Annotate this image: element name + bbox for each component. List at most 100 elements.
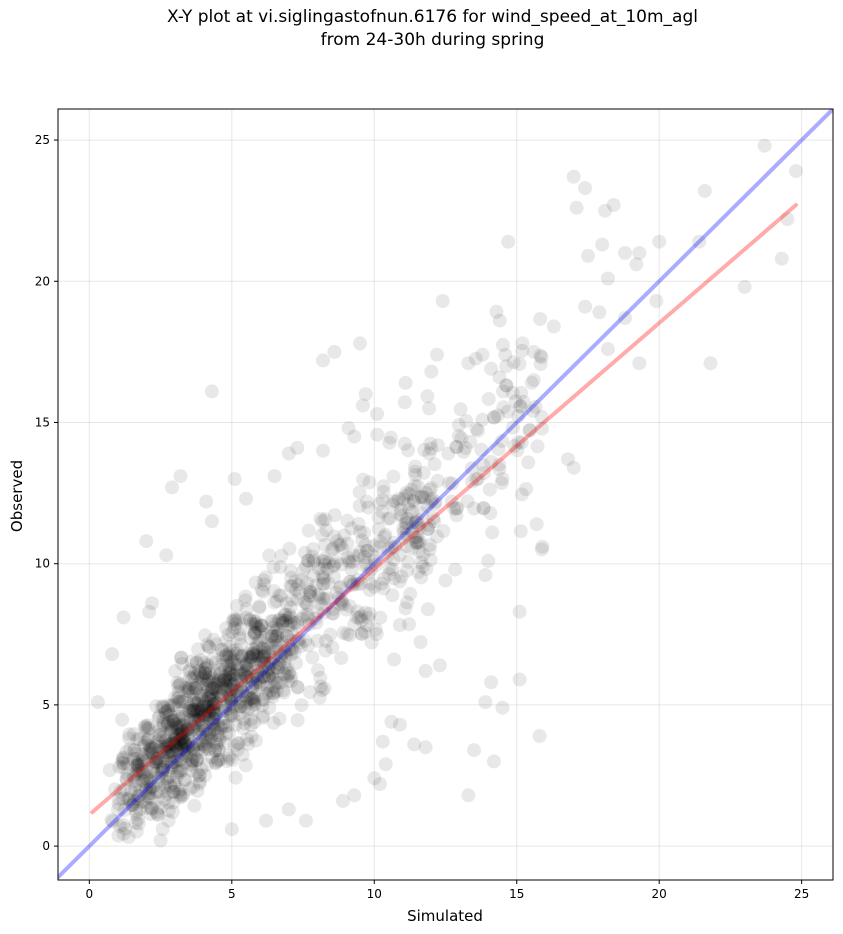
data-point: [402, 502, 417, 517]
data-point: [209, 637, 224, 652]
data-point: [449, 440, 464, 454]
data-point: [227, 472, 242, 486]
data-point: [124, 784, 139, 799]
data-point: [257, 647, 272, 662]
data-point: [110, 802, 125, 817]
data-point: [186, 753, 201, 768]
data-point: [235, 684, 250, 699]
data-point: [151, 808, 166, 823]
data-point: [414, 570, 429, 585]
data-point: [228, 646, 243, 661]
data-point: [210, 728, 225, 743]
data-point: [139, 534, 154, 549]
data-point: [179, 723, 194, 738]
data-point: [144, 740, 159, 755]
data-point: [301, 553, 316, 568]
data-point: [318, 538, 332, 553]
data-point: [150, 754, 165, 769]
data-point: [274, 648, 289, 663]
data-point: [283, 617, 298, 632]
data-point: [178, 739, 193, 754]
data-point: [163, 718, 178, 733]
data-point: [453, 402, 468, 417]
data-point: [187, 703, 201, 718]
data-point: [307, 553, 322, 568]
data-point: [228, 613, 242, 628]
data-point: [183, 713, 198, 728]
data-point: [122, 791, 137, 806]
data-point: [140, 732, 155, 747]
data-point: [189, 655, 204, 670]
data-point: [317, 551, 332, 566]
data-point: [319, 523, 334, 538]
data-point: [127, 782, 142, 797]
data-point: [217, 682, 232, 697]
data-point: [399, 527, 414, 542]
data-point: [184, 756, 199, 771]
y-tick-label: 20: [35, 274, 50, 288]
data-point: [232, 631, 247, 646]
data-point: [117, 803, 132, 817]
data-point: [396, 492, 411, 507]
data-point: [169, 720, 184, 735]
data-point: [160, 716, 175, 731]
data-point: [130, 792, 145, 807]
data-point: [222, 689, 237, 704]
data-point: [469, 422, 484, 436]
data-point: [308, 611, 323, 626]
data-point: [150, 807, 165, 821]
data-point: [153, 721, 168, 736]
data-point: [235, 684, 250, 699]
data-point: [404, 541, 419, 556]
data-point: [222, 748, 236, 763]
data-point: [189, 696, 204, 711]
data-point: [176, 730, 191, 745]
data-point: [132, 763, 146, 778]
data-point: [253, 680, 268, 694]
data-point: [219, 727, 234, 742]
data-point: [496, 400, 511, 415]
data-point: [258, 570, 273, 585]
data-point: [340, 627, 355, 642]
data-point: [136, 739, 151, 754]
data-point: [268, 638, 283, 653]
data-point: [133, 765, 148, 780]
data-point: [303, 585, 318, 600]
data-point: [200, 727, 215, 742]
data-point: [147, 750, 162, 765]
data-point: [317, 605, 332, 620]
data-point: [302, 588, 317, 603]
data-point: [386, 552, 401, 567]
data-point: [261, 645, 276, 660]
data-point: [153, 739, 168, 754]
data-point: [266, 679, 281, 694]
data-point: [216, 673, 231, 688]
data-point: [222, 687, 237, 702]
data-point: [202, 726, 217, 741]
data-point: [252, 599, 267, 614]
data-point: [171, 679, 186, 693]
data-point: [116, 791, 131, 806]
data-point: [209, 735, 224, 750]
data-point: [396, 525, 411, 540]
data-point: [223, 691, 238, 706]
data-point: [189, 681, 204, 696]
data-point: [404, 482, 419, 497]
data-point: [180, 729, 195, 744]
data-point: [186, 740, 201, 755]
data-point: [201, 704, 216, 719]
data-point: [451, 429, 466, 443]
data-point: [207, 722, 222, 737]
data-point: [143, 764, 158, 779]
data-point: [213, 730, 228, 744]
data-point: [229, 598, 244, 613]
data-point: [256, 670, 271, 685]
data-point: [342, 553, 356, 568]
data-point: [505, 385, 520, 400]
data-point: [168, 739, 183, 754]
data-point: [486, 754, 501, 769]
data-point: [234, 671, 248, 686]
data-point: [281, 610, 296, 625]
data-point: [266, 620, 281, 635]
data-point: [483, 506, 498, 520]
